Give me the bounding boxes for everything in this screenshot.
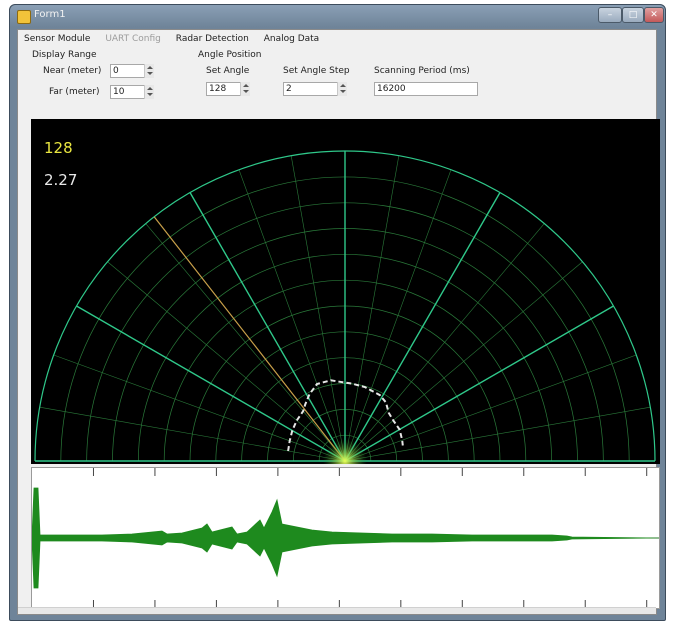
radar-sweep-line <box>153 216 346 462</box>
status-bar <box>18 607 656 614</box>
tab-analog-data[interactable]: Analog Data <box>263 34 320 44</box>
radar-main-spoke <box>76 305 346 462</box>
angle-position-heading: Angle Position <box>198 50 262 60</box>
radar-main-spoke <box>344 192 501 462</box>
radar-angle-readout: 128 <box>44 139 73 157</box>
minimize-icon: – <box>607 10 613 20</box>
maximize-button[interactable]: □ <box>622 7 644 23</box>
display-range-heading: Display Range <box>32 50 97 60</box>
far-label: Far (meter) <box>49 87 100 97</box>
title-bar[interactable]: Form1 – □ ✕ <box>10 5 665 27</box>
far-spinner[interactable] <box>144 85 154 99</box>
set-angle-step-label: Set Angle Step <box>283 66 350 76</box>
maximize-icon: □ <box>628 10 638 20</box>
tab-sensor-module[interactable]: Sensor Module <box>24 34 91 44</box>
radar-distance-readout: 2.27 <box>44 171 78 189</box>
minimize-button[interactable]: – <box>598 7 622 23</box>
waveform-trace <box>32 487 659 589</box>
tab-strip: Sensor Module UART Config Radar Detectio… <box>24 34 331 48</box>
set-angle-spinner[interactable] <box>240 82 250 96</box>
close-icon: ✕ <box>650 10 658 20</box>
tab-uart-config[interactable]: UART Config <box>105 34 161 44</box>
app-window: Form1 – □ ✕ Sensor Module UART Config Ra… <box>9 4 666 621</box>
near-spinner[interactable] <box>144 64 154 78</box>
set-angle-step-input[interactable]: 2 <box>283 82 347 96</box>
radar-plot <box>34 150 656 464</box>
scanning-period-label: Scanning Period (ms) <box>374 66 470 76</box>
close-button[interactable]: ✕ <box>644 7 664 23</box>
analog-waveform-panel <box>31 467 660 609</box>
set-angle-label: Set Angle <box>206 66 250 76</box>
scanning-period-input[interactable]: 16200 <box>374 82 478 96</box>
analog-waveform-plot <box>32 468 659 608</box>
window-title: Form1 <box>34 9 66 20</box>
app-icon <box>17 10 31 24</box>
radar-origin-glow <box>323 439 367 464</box>
radar-main-spoke <box>344 305 614 462</box>
radar-detection-trace <box>287 379 404 452</box>
tab-radar-detection[interactable]: Radar Detection <box>175 34 249 44</box>
set-angle-step-spinner[interactable] <box>337 82 347 96</box>
client-area: Sensor Module UART Config Radar Detectio… <box>17 29 660 615</box>
radar-main-spoke <box>189 192 346 462</box>
radar-display: 128 2.27 <box>31 119 660 464</box>
near-label: Near (meter) <box>43 66 102 76</box>
